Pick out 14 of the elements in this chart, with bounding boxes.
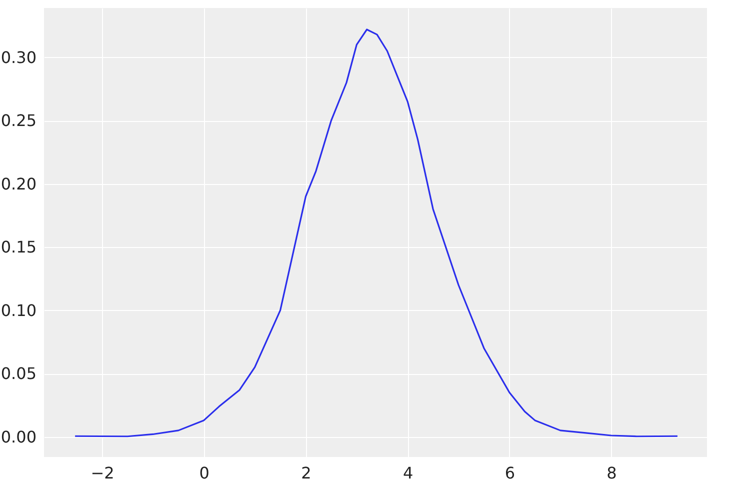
y-tick-label: 0.25 [0, 111, 36, 130]
y-tick-label: 0.05 [0, 364, 36, 384]
x-tick-label: 6 [504, 464, 516, 482]
y-tick-label: 0.00 [0, 427, 36, 446]
y-tick-label: 0.30 [0, 48, 36, 67]
x-tick-label: 4 [402, 464, 414, 482]
y-tick-label: 0.20 [0, 174, 36, 194]
x-tick-label: 0 [199, 464, 210, 482]
line-series [74, 28, 678, 438]
y-tick-label: 0.10 [0, 300, 36, 320]
x-tick-label: 2 [301, 464, 312, 482]
y-tick-label: 0.15 [0, 238, 36, 257]
x-tick-label: 8 [606, 464, 617, 482]
x-tick-label: −2 [90, 464, 114, 482]
